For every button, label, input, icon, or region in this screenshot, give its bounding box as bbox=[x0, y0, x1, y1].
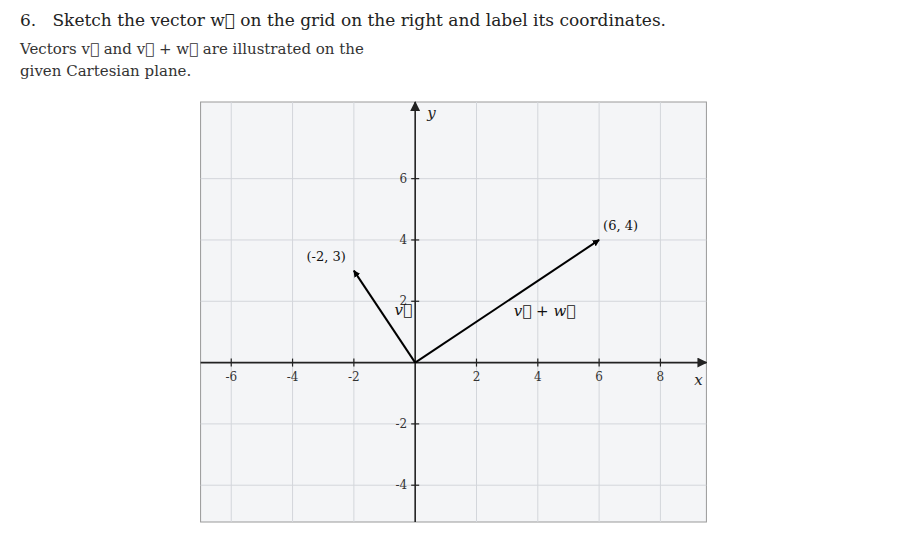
tick-label: -4 bbox=[287, 370, 299, 384]
subtitle: given Cartesian plane. bbox=[20, 62, 191, 80]
vectors bbox=[354, 240, 599, 363]
grid-line bbox=[201, 485, 707, 486]
tick bbox=[599, 359, 600, 367]
tick bbox=[537, 359, 538, 367]
tick bbox=[292, 359, 293, 367]
subtitle: Vectors v⃗ and v⃗ + w⃗ are illustrated o… bbox=[19, 40, 364, 58]
title: 6. Sketch the vector w⃗ on the grid on t… bbox=[20, 10, 666, 30]
tick bbox=[411, 239, 419, 240]
grid-line bbox=[599, 102, 600, 522]
axis-label: y bbox=[426, 104, 436, 122]
grid-line bbox=[201, 423, 707, 424]
tick bbox=[411, 485, 419, 486]
grid-line bbox=[231, 102, 232, 522]
tick bbox=[411, 178, 419, 179]
axis-label: x bbox=[694, 371, 703, 389]
tick-label: -2 bbox=[395, 417, 407, 431]
grid-line bbox=[353, 102, 354, 522]
vector-name: v⃗ bbox=[395, 301, 412, 319]
tick-label: 8 bbox=[657, 370, 665, 384]
grid-line bbox=[292, 102, 293, 522]
plot-area bbox=[201, 102, 707, 522]
grid-line bbox=[201, 178, 707, 179]
chart: 6. Sketch the vector w⃗ on the grid on t… bbox=[0, 0, 907, 535]
tick bbox=[411, 423, 419, 424]
tick-label: 6 bbox=[400, 172, 408, 186]
tick bbox=[476, 359, 477, 367]
grid-line bbox=[476, 102, 477, 522]
tick bbox=[411, 301, 419, 302]
data-label: (6, 4) bbox=[603, 218, 638, 233]
tick-label: 4 bbox=[534, 370, 542, 384]
tick bbox=[231, 359, 232, 367]
tick-label: -6 bbox=[225, 370, 237, 384]
x-axis bbox=[201, 362, 707, 364]
vector-name: v⃗ + w⃗ bbox=[514, 302, 575, 320]
vector bbox=[354, 271, 415, 363]
tick-label: 2 bbox=[473, 370, 481, 384]
grid-line bbox=[201, 301, 707, 302]
data-label: (-2, 3) bbox=[307, 249, 346, 264]
tick-label: -2 bbox=[348, 370, 360, 384]
vector bbox=[415, 240, 599, 363]
grid-line bbox=[201, 239, 707, 240]
y-axis bbox=[414, 102, 416, 522]
tick-label: 6 bbox=[595, 370, 603, 384]
tick bbox=[660, 359, 661, 367]
tick-label: -4 bbox=[395, 478, 407, 492]
tick bbox=[353, 359, 354, 367]
tick-label: 4 bbox=[400, 233, 408, 247]
grid-line bbox=[660, 102, 661, 522]
